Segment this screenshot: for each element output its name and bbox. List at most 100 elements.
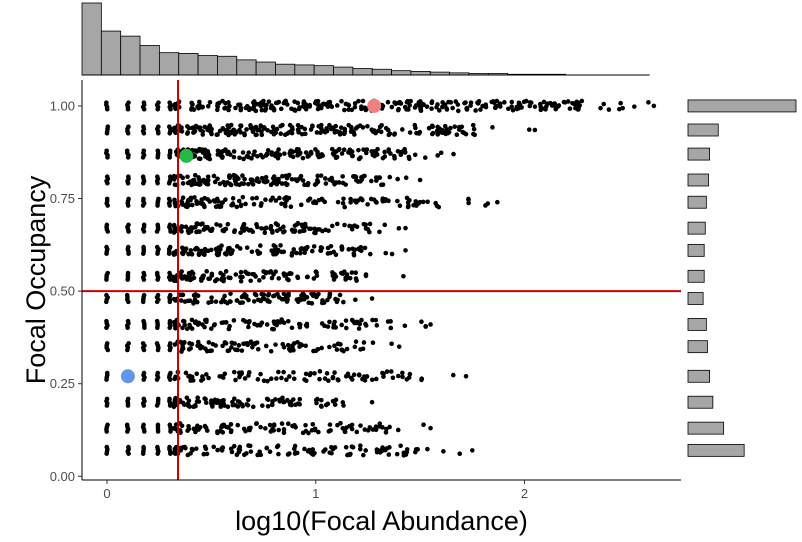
data-point — [231, 149, 237, 154]
data-point — [368, 196, 374, 202]
data-point — [250, 271, 256, 277]
data-point — [358, 443, 363, 448]
data-point — [252, 341, 258, 347]
data-point — [203, 400, 209, 406]
data-point — [335, 422, 340, 428]
data-point — [326, 378, 331, 384]
data-point — [413, 449, 418, 455]
x-tick-label: 0 — [103, 486, 110, 501]
data-point — [204, 372, 209, 377]
data-point — [402, 323, 408, 329]
data-point — [285, 397, 290, 403]
data-point — [188, 346, 193, 351]
data-point — [222, 106, 227, 111]
data-point — [231, 369, 237, 375]
data-point — [404, 99, 410, 105]
data-point — [167, 347, 173, 353]
data-point — [187, 322, 192, 328]
data-point — [200, 322, 205, 327]
data-point — [239, 371, 244, 376]
data-point — [217, 374, 223, 379]
data-point — [315, 396, 320, 402]
data-point — [430, 124, 435, 129]
data-point — [359, 106, 364, 112]
data-point — [466, 200, 471, 206]
data-point — [213, 299, 219, 304]
data-point — [191, 129, 197, 135]
data-point — [307, 104, 313, 109]
data-point — [238, 123, 243, 128]
data-point — [268, 429, 274, 434]
data-point — [312, 182, 318, 187]
data-point — [387, 445, 392, 450]
data-point — [421, 422, 426, 428]
data-point — [506, 106, 511, 112]
data-point — [336, 341, 341, 347]
data-point — [190, 202, 195, 208]
data-point — [395, 373, 401, 379]
data-point — [240, 300, 246, 305]
data-point — [265, 378, 270, 384]
data-point — [253, 125, 258, 131]
data-point — [337, 292, 343, 298]
data-point — [282, 132, 288, 138]
data-point — [188, 378, 194, 383]
data-point — [325, 324, 331, 329]
data-point — [334, 347, 340, 352]
data-point — [179, 201, 185, 207]
data-point — [384, 369, 390, 374]
data-point — [202, 252, 207, 257]
data-point — [241, 221, 247, 227]
x-histogram-bar — [139, 45, 160, 76]
x-histogram-bar — [255, 61, 276, 76]
data-point — [238, 230, 243, 236]
data-point — [244, 245, 250, 250]
data-point — [502, 100, 507, 105]
data-point — [373, 424, 379, 429]
data-point — [323, 447, 328, 452]
data-point — [185, 174, 190, 180]
data-point — [287, 451, 292, 456]
data-point — [270, 230, 275, 235]
data-point — [225, 123, 230, 128]
data-point — [200, 221, 205, 226]
data-point — [213, 204, 219, 210]
data-point — [180, 325, 185, 331]
data-point — [319, 122, 324, 128]
data-point — [470, 122, 476, 128]
data-point — [270, 249, 276, 255]
data-point — [493, 105, 499, 110]
data-point — [242, 376, 248, 381]
data-point — [351, 252, 357, 258]
data-point — [261, 179, 266, 184]
data-point — [327, 122, 332, 128]
data-point — [215, 398, 221, 403]
data-point — [451, 151, 456, 157]
y-histogram-bar — [687, 123, 719, 137]
data-point — [420, 199, 426, 205]
data-point — [211, 173, 217, 179]
y-histogram-bar — [687, 340, 708, 354]
data-point — [429, 99, 435, 104]
data-point — [243, 201, 248, 207]
data-point — [183, 246, 189, 251]
data-point — [227, 299, 233, 304]
data-point — [125, 403, 131, 408]
data-point — [270, 402, 275, 408]
data-point — [214, 222, 219, 227]
data-point — [223, 197, 228, 202]
data-point — [263, 343, 269, 349]
data-point — [376, 128, 381, 133]
data-point — [245, 342, 250, 348]
y-histogram-bar — [687, 292, 704, 305]
data-point — [262, 108, 268, 113]
data-point — [125, 277, 130, 282]
data-point — [104, 451, 109, 456]
data-point — [248, 339, 254, 344]
data-point — [357, 446, 363, 452]
data-point — [228, 422, 234, 427]
data-point — [464, 106, 469, 112]
data-point — [183, 370, 189, 376]
data-point — [271, 243, 277, 248]
data-point — [315, 98, 321, 104]
